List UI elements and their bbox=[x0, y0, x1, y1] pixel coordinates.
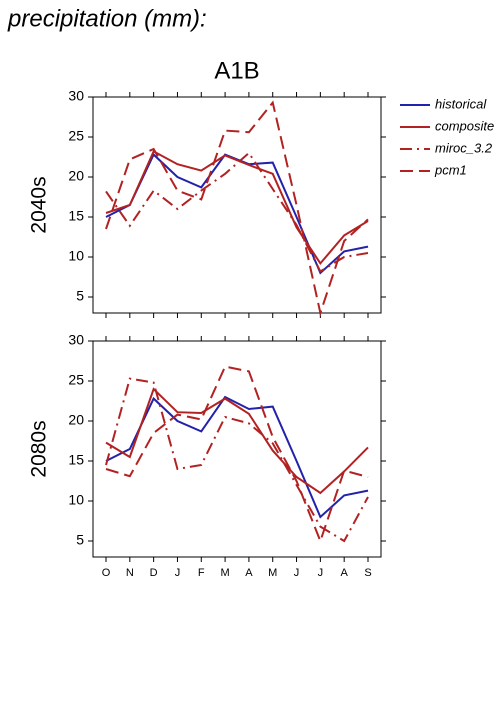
y-tick-label: 10 bbox=[68, 492, 84, 508]
x-tick-label: S bbox=[364, 567, 371, 579]
x-tick-label: F bbox=[198, 567, 205, 579]
x-tick-label: D bbox=[150, 567, 158, 579]
y-tick-label: 30 bbox=[68, 332, 84, 348]
series-line bbox=[105, 151, 369, 273]
x-tick-label: M bbox=[268, 567, 277, 579]
series-line bbox=[105, 387, 369, 495]
page-header: precipitation (mm): bbox=[7, 5, 207, 32]
chart-title: A1B bbox=[214, 57, 259, 84]
y-axis-label: 2040s bbox=[28, 176, 51, 233]
x-tick-label: A bbox=[341, 567, 349, 579]
legend-label: pcm1 bbox=[434, 162, 467, 177]
y-tick-label: 25 bbox=[68, 128, 84, 144]
series-line bbox=[105, 150, 369, 266]
series-line bbox=[105, 365, 369, 544]
y-tick-label: 5 bbox=[76, 288, 84, 304]
x-tick-label: A bbox=[245, 567, 253, 579]
y-tick-label: 5 bbox=[76, 532, 84, 548]
series-line bbox=[105, 395, 369, 519]
legend-label: historical bbox=[435, 96, 487, 111]
plot-frame bbox=[92, 340, 382, 558]
x-tick-label: O bbox=[102, 567, 111, 579]
x-tick-label: J bbox=[175, 567, 181, 579]
plot-frame bbox=[92, 96, 382, 314]
y-tick-label: 20 bbox=[68, 412, 84, 428]
x-tick-label: M bbox=[221, 567, 230, 579]
y-tick-label: 15 bbox=[68, 452, 84, 468]
y-tick-label: 10 bbox=[68, 248, 84, 264]
y-axis-label: 2080s bbox=[28, 420, 51, 477]
x-tick-label: J bbox=[294, 567, 300, 579]
x-tick-label: N bbox=[126, 567, 134, 579]
x-tick-label: J bbox=[318, 567, 324, 579]
legend-label: miroc_3.2 bbox=[435, 140, 493, 155]
y-tick-label: 15 bbox=[68, 208, 84, 224]
y-tick-label: 25 bbox=[68, 372, 84, 388]
series-line bbox=[105, 100, 369, 317]
y-tick-label: 30 bbox=[68, 88, 84, 104]
y-tick-label: 20 bbox=[68, 168, 84, 184]
legend-label: composite bbox=[435, 118, 494, 133]
